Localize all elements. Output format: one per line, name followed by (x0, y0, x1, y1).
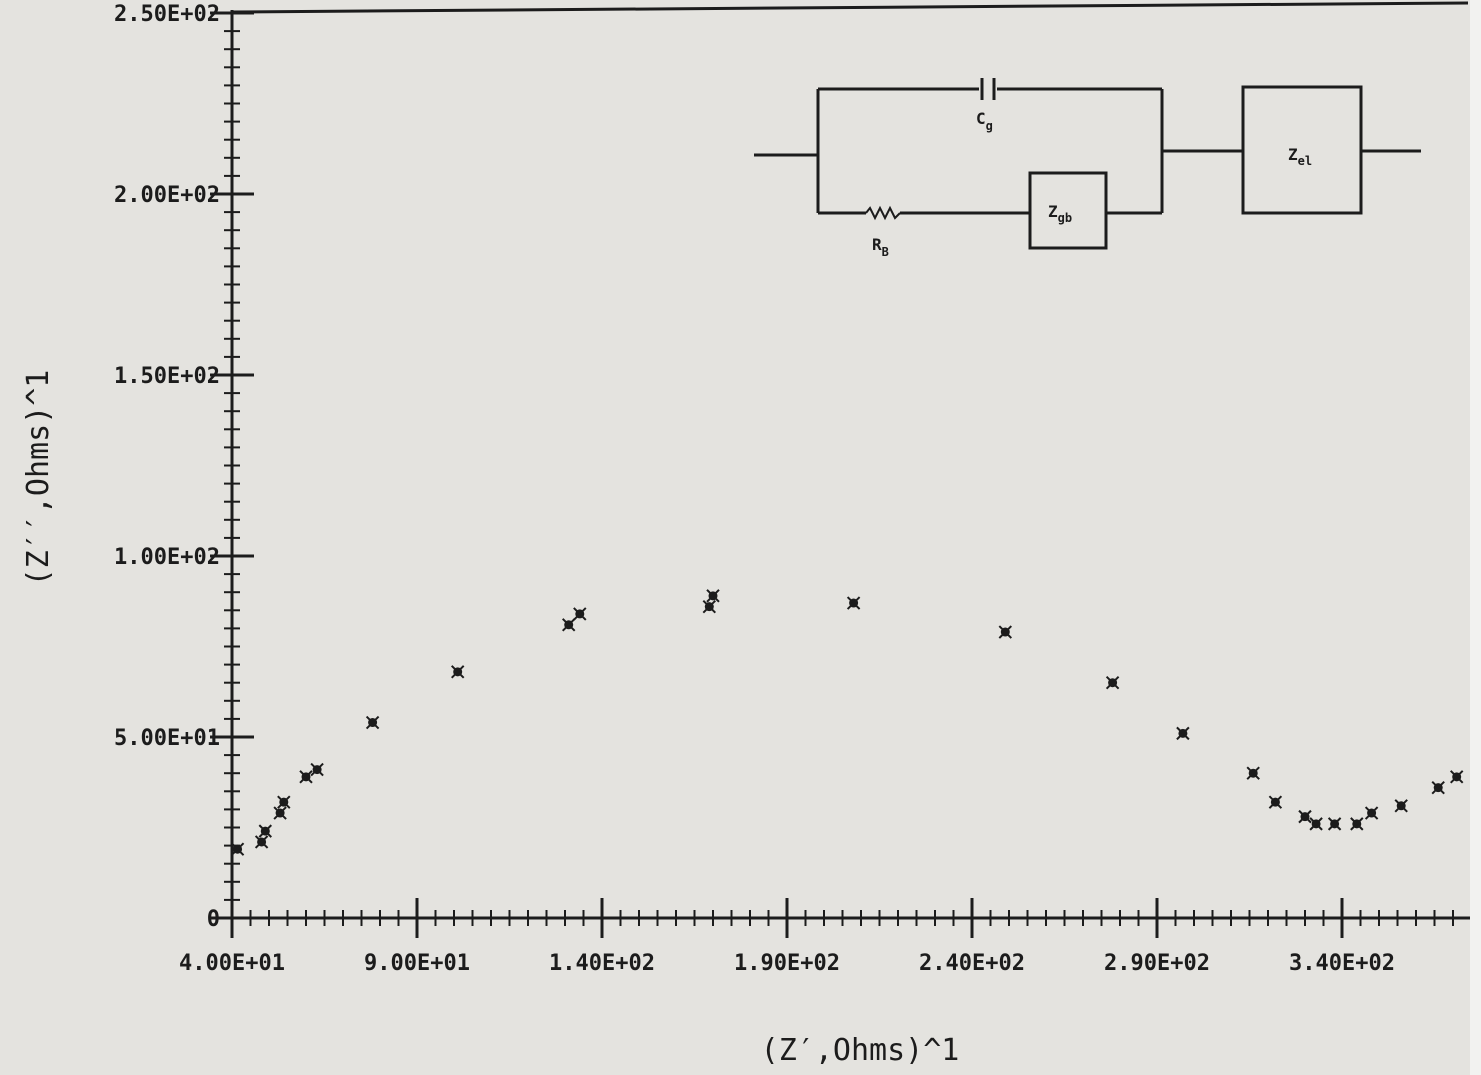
data-point (706, 589, 720, 603)
grain-boundary-label: Zgb (1048, 202, 1072, 225)
data-point (1327, 817, 1342, 831)
y-tick-label: 0 (207, 907, 220, 932)
x-tick-label: 2.90E+02 (1104, 951, 1210, 976)
data-point (254, 835, 269, 849)
grain-boundary-box (1028, 171, 1108, 250)
data-point (1350, 817, 1364, 831)
data-points (230, 589, 1464, 856)
y-axis-label: (Z′′,Ohms)^1 (21, 370, 56, 587)
x-major-ticks: 4.00E+01 9.00E+01 1.40E+02 1.90E+02 2.40E+02… (179, 898, 1395, 976)
x-tick-label: 9.00E+01 (364, 951, 470, 976)
data-point (1309, 817, 1323, 831)
y-tick-label: 2.00E+02 (114, 183, 220, 208)
data-point (273, 806, 287, 820)
x-tick-label: 4.00E+01 (179, 951, 285, 976)
data-point (1246, 766, 1260, 780)
resistor-label: RB (872, 235, 889, 259)
y-tick-label: 2.50E+02 (114, 2, 220, 27)
electrode-label: Zel (1288, 145, 1312, 168)
page-edge-strip (1470, 0, 1481, 1075)
data-point (1449, 770, 1464, 784)
x-axis-label: (Z′,Ohms)^1 (761, 1033, 960, 1068)
data-point (1298, 809, 1312, 824)
data-point (998, 625, 1013, 639)
data-point (277, 795, 291, 809)
capacitor-label: Cg (976, 109, 993, 133)
data-point (365, 715, 380, 730)
data-point (299, 770, 313, 784)
data-point (258, 824, 273, 838)
y-tick-label: 5.00E+01 (114, 726, 220, 751)
x-tick-label: 2.40E+02 (919, 951, 1025, 976)
data-point (846, 596, 861, 610)
equivalent-circuit-inset (754, 78, 1421, 250)
data-point (450, 665, 465, 679)
top-frame-line (231, 1, 1469, 14)
y-major-ticks: 0 5.00E+01 1.00E+02 1.50E+02 2.00E+02 2.50E+0… (114, 2, 254, 932)
data-point (1431, 780, 1445, 795)
x-minor-ticks (249, 910, 1454, 926)
data-point (310, 762, 324, 777)
data-point (1394, 799, 1408, 813)
data-point (573, 607, 587, 621)
data-point (1176, 726, 1190, 741)
resistor-zigzag (865, 205, 901, 221)
y-tick-label: 1.50E+02 (114, 364, 220, 389)
data-point (1268, 795, 1283, 809)
data-point (230, 842, 245, 856)
data-point (1105, 675, 1120, 690)
x-tick-label: 1.90E+02 (734, 951, 840, 976)
y-tick-label: 1.00E+02 (114, 545, 220, 570)
data-point (702, 599, 717, 614)
electrode-box (1241, 85, 1363, 215)
x-tick-label: 1.40E+02 (549, 951, 655, 976)
data-point (1364, 806, 1379, 820)
data-point (561, 618, 576, 632)
x-tick-label: 3.40E+02 (1289, 951, 1395, 976)
